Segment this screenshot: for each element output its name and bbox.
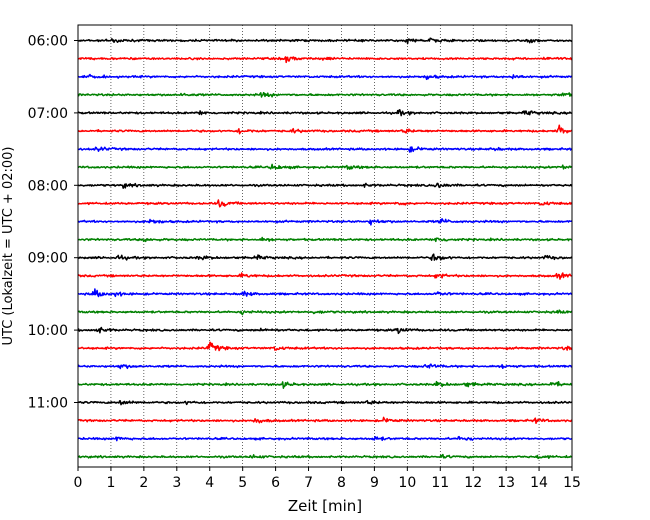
x-tick-label: 8	[337, 475, 346, 491]
x-tick-label: 10	[398, 475, 416, 491]
trace-line	[77, 73, 573, 81]
y-tick-label: 08:00	[28, 178, 68, 194]
plot-background	[78, 25, 572, 467]
x-tick-label: 0	[74, 475, 83, 491]
x-axis-ticks: 0 1 2 3 4 5 6 7 8 9 10 11 12 13 14 15	[74, 467, 581, 491]
trace-line	[77, 253, 573, 261]
x-tick-label: 11	[431, 475, 449, 491]
trace-line	[77, 199, 573, 208]
x-tick-label: 12	[464, 475, 482, 491]
x-tick-label: 15	[563, 475, 581, 491]
trace-line	[77, 236, 573, 243]
plot-frame	[77, 24, 573, 468]
trace-line	[77, 380, 573, 389]
x-tick-label: 2	[139, 475, 148, 491]
trace-line	[77, 56, 573, 64]
trace-line	[77, 363, 573, 370]
x-tick-label: 5	[238, 475, 247, 491]
trace-line	[77, 146, 573, 153]
y-axis-title: UTC (Lokalzeit = UTC + 02:00)	[1, 147, 16, 346]
x-tick-label: 4	[205, 475, 214, 491]
trace-line	[77, 326, 573, 335]
trace-line	[77, 341, 573, 352]
trace-line	[77, 37, 573, 45]
seismogram-traces	[77, 37, 573, 460]
trace-line	[77, 109, 573, 117]
y-tick-label: 11:00	[28, 396, 68, 412]
x-tick-label: 1	[106, 475, 115, 491]
trace-line	[77, 288, 573, 298]
trace-line	[77, 124, 573, 135]
trace-line	[77, 453, 573, 460]
x-tick-label: 7	[304, 475, 313, 491]
x-tick-label: 3	[172, 475, 181, 491]
x-tick-label: 13	[497, 475, 515, 491]
x-axis-title: Zeit [min]	[288, 497, 362, 515]
y-tick-label: 06:00	[28, 34, 68, 50]
y-axis-ticks: 06:00 07:00 08:00 09:00 10:00 11:00	[28, 34, 78, 412]
trace-line	[77, 163, 573, 170]
y-tick-label: 10:00	[28, 323, 68, 339]
trace-line	[77, 309, 573, 316]
x-tick-label: 14	[530, 475, 548, 491]
trace-line	[77, 218, 573, 226]
y-tick-label: 07:00	[28, 106, 68, 122]
x-tick-label: 9	[370, 475, 379, 491]
x-tick-label: 6	[271, 475, 280, 491]
y-tick-label: 09:00	[28, 251, 68, 267]
trace-line	[77, 91, 573, 98]
trace-line	[77, 272, 573, 280]
trace-line	[77, 416, 573, 425]
trace-line	[77, 182, 573, 189]
trace-line	[77, 399, 573, 406]
trace-line	[77, 435, 573, 442]
